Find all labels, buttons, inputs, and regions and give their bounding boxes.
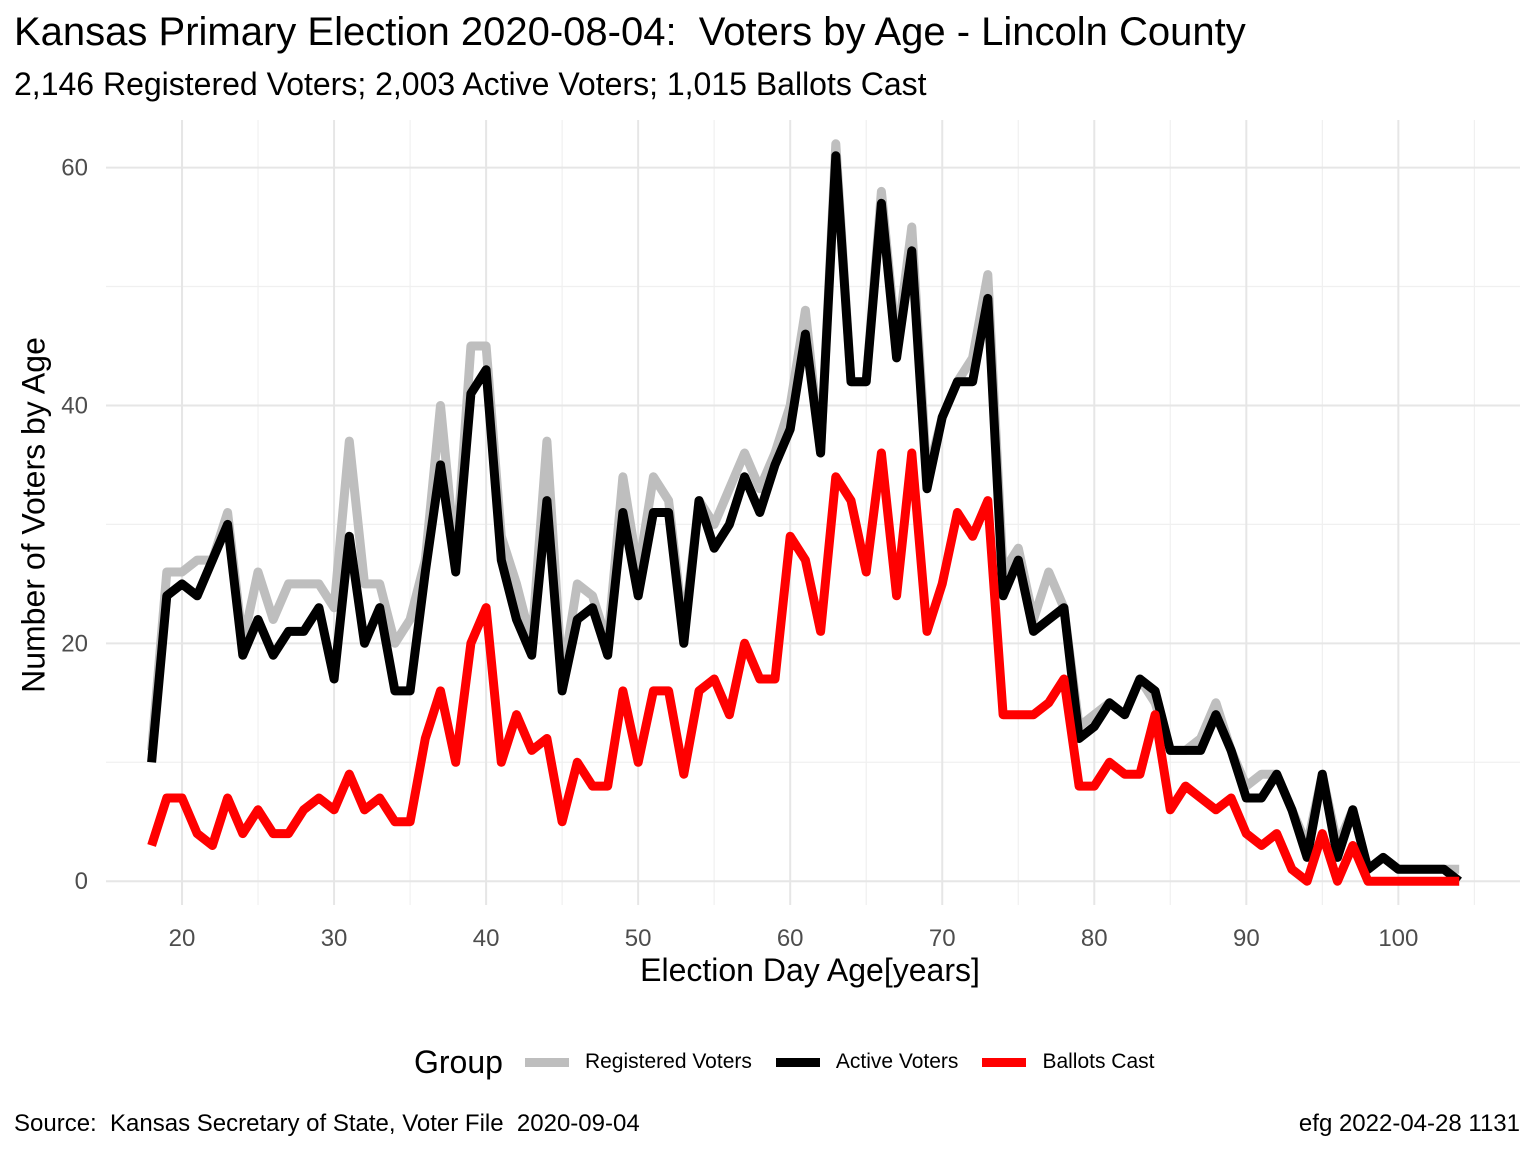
x-tick-label: 20 [169, 925, 196, 952]
legend-label-ballots: Ballots Cast [1042, 1050, 1155, 1073]
legend-key-ballots [982, 1057, 1027, 1067]
y-tick-label: 40 [61, 392, 88, 419]
ballots-cast-line [147, 448, 1460, 886]
x-tick-label: 30 [321, 925, 348, 952]
x-tick-label: 70 [929, 925, 956, 952]
y-tick-label: 0 [75, 868, 88, 895]
x-tick-label: 40 [473, 925, 500, 952]
legend-item-registered: Registered Voters [524, 1050, 752, 1074]
legend-key-active [775, 1057, 820, 1067]
x-axis-label: Election Day Age[years] [640, 952, 980, 988]
source-caption: Source: Kansas Secretary of State, Voter… [14, 1110, 640, 1137]
y-tick-label: 20 [61, 630, 88, 657]
x-tick-label: 90 [1233, 925, 1260, 952]
active-voters-line [147, 151, 1462, 885]
x-tick-label: 50 [625, 925, 652, 952]
legend: Group Registered Voters Active Voters Ba… [414, 1040, 1178, 1084]
author-caption: efg 2022-04-28 1131 [1298, 1110, 1520, 1137]
legend-label-active: Active Voters [835, 1050, 959, 1073]
legend-title: Group [414, 1043, 503, 1080]
legend-item-ballots: Ballots Cast [982, 1050, 1154, 1074]
y-axis-label: Number of Voters by Age [15, 337, 52, 693]
registered-voters-line [147, 139, 1460, 874]
y-tick-label: 60 [61, 155, 88, 182]
chart-subtitle: 2,146 Registered Voters; 2,003 Active Vo… [14, 66, 927, 102]
x-tick-label: 100 [1378, 925, 1418, 952]
chart-title: Kansas Primary Election 2020-08-04: Vote… [14, 10, 1246, 54]
legend-label-registered: Registered Voters [584, 1050, 752, 1073]
legend-key-registered [524, 1057, 569, 1067]
x-tick-label: 60 [777, 925, 804, 952]
x-tick-label: 80 [1081, 925, 1108, 952]
legend-item-active: Active Voters [775, 1050, 959, 1074]
